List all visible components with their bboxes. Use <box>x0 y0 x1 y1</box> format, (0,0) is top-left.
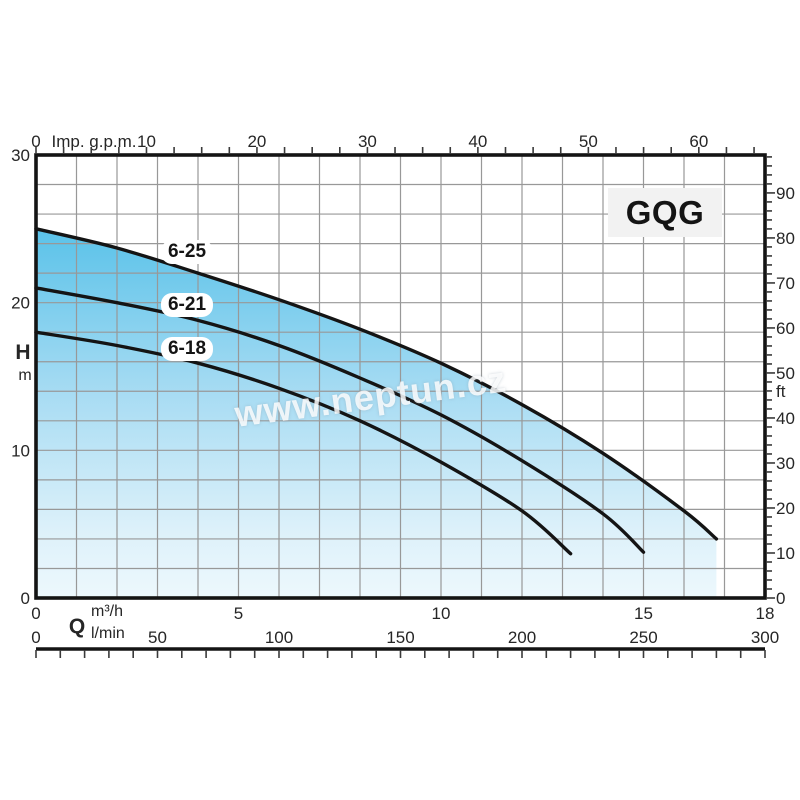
bottom-axis-m3h-tick-label: 15 <box>634 604 653 623</box>
bottom-axis-quantity-label: Q <box>69 615 85 638</box>
left-axis-tick-label: 0 <box>21 589 30 608</box>
lmin-axis-tick-label: 0 <box>31 628 40 647</box>
lmin-axis-tick-label: 50 <box>148 628 167 647</box>
bottom-axis-m3h-tick-label: 5 <box>234 604 243 623</box>
right-axis-tick-label: 30 <box>776 454 795 473</box>
bottom-axis-m3h-tick-label: 18 <box>756 604 775 623</box>
left-axis-tick-label: 20 <box>11 294 30 313</box>
right-axis-tick-label: 0 <box>776 589 785 608</box>
bottom-axis-m3h-tick-label: 0 <box>31 604 40 623</box>
right-axis-tick-label: 40 <box>776 409 795 428</box>
left-axis-unit-label: m <box>18 367 31 384</box>
top-axis-tick-label: 30 <box>358 132 377 151</box>
curve-label-6-25: 6-25 <box>160 240 214 264</box>
pump-curve-6-21 <box>34 286 646 554</box>
right-axis-tick-label: 20 <box>776 499 795 518</box>
plot-frame <box>34 153 767 600</box>
right-axis-tick-label: 60 <box>776 319 795 338</box>
top-axis-tick-label: 60 <box>689 132 708 151</box>
bottom-axis-unit-m3h-label: m³/h <box>91 603 123 620</box>
bottom-axis-unit-lmin-label: l/min <box>91 625 125 642</box>
top-axis-tick-label: 40 <box>468 132 487 151</box>
top-axis-tick-label: 20 <box>247 132 266 151</box>
lmin-axis-tick-label: 100 <box>265 628 293 647</box>
lmin-axis-tick-label: 200 <box>508 628 536 647</box>
pump-curve-6-18 <box>34 330 573 556</box>
bottom-axis-m3h-tick-label: 10 <box>432 604 451 623</box>
lmin-axis-tick-label: 150 <box>386 628 414 647</box>
pump-area-fill <box>36 228 717 599</box>
top-axis-unit-label: Imp. g.p.m. <box>51 132 136 151</box>
lmin-axis-tick-label: 250 <box>629 628 657 647</box>
left-axis-quantity-label: H <box>15 341 30 364</box>
top-axis-tick-label: 0 <box>31 132 40 151</box>
top-axis-tick-label: 10 <box>137 132 156 151</box>
left-axis-tick-label: 30 <box>11 146 30 165</box>
series-family-badge: GQG <box>608 188 722 237</box>
right-axis-tick-label: 70 <box>776 274 795 293</box>
right-axis-tick-label: 10 <box>776 544 795 563</box>
curve-label-6-21: 6-21 <box>160 293 214 317</box>
pump-curve-6-25 <box>34 227 719 541</box>
left-axis-tick-label: 10 <box>11 441 30 460</box>
curve-label-6-18: 6-18 <box>160 337 214 361</box>
right-axis-tick-label: 80 <box>776 229 795 248</box>
right-axis-tick-label: 50 <box>776 364 795 383</box>
lmin-axis-tick-label: 300 <box>751 628 779 647</box>
right-axis-tick-label: 90 <box>776 184 795 203</box>
right-axis-unit-label: ft <box>776 382 786 401</box>
top-axis-tick-label: 50 <box>579 132 598 151</box>
